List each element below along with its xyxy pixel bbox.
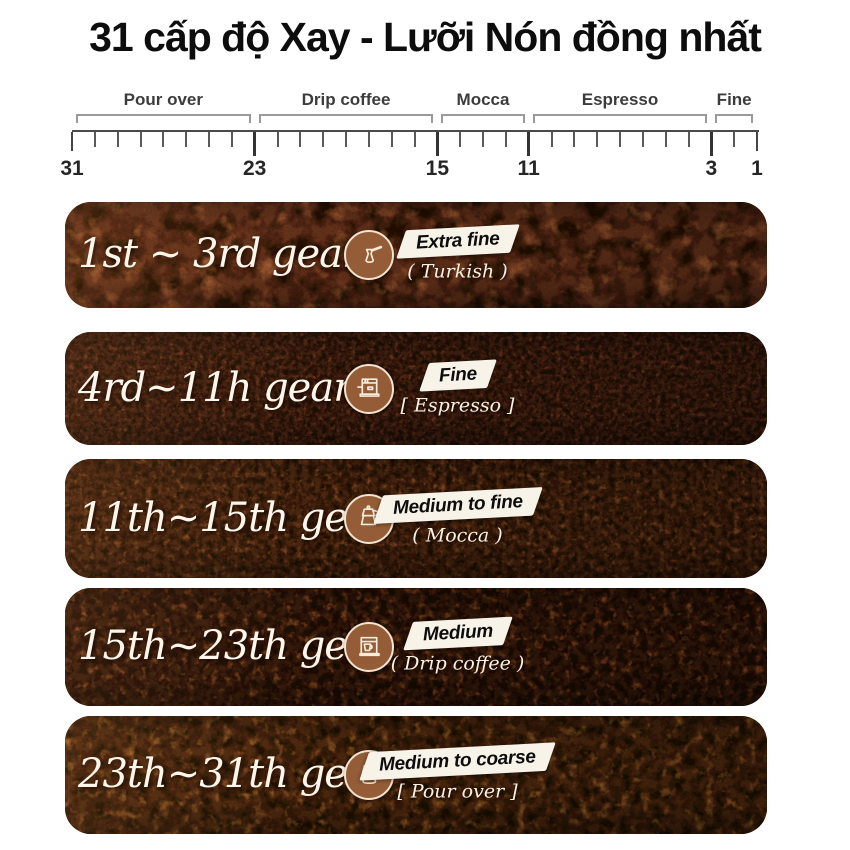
brew-method-label: ( Drip coffee ) (390, 652, 525, 675)
gear-range-label: 23th~31th gear (78, 751, 389, 798)
scale-number: 15 (425, 157, 450, 180)
scale-tick (139, 132, 142, 147)
segment-label: Drip coffee (301, 90, 391, 109)
brew-method-label: ( Turkish ) (407, 260, 508, 283)
scale-tick (230, 132, 233, 147)
scale-number: 23 (242, 157, 267, 180)
segment-bracket (715, 114, 753, 123)
scale-tick (482, 132, 484, 147)
scale-tick (619, 132, 621, 147)
scale-tick (367, 132, 370, 147)
gear-range-label: 15th~23th gear (78, 623, 389, 670)
scale-tick (390, 132, 393, 147)
scale-tick (435, 132, 439, 156)
scale-tick (253, 132, 257, 156)
grind-size-badge: Fine [ Espresso ] (365, 358, 550, 416)
scale-tick (596, 132, 599, 147)
scale-tick (527, 132, 531, 156)
brew-method-label: [ Pour over ] (397, 780, 518, 803)
segment-label: Espresso (581, 90, 659, 109)
scale-tick (664, 132, 667, 147)
scale-tick (504, 132, 507, 147)
scale-number: 3 (705, 157, 718, 180)
segment-bracket (258, 114, 434, 123)
scale-tick (733, 132, 736, 147)
grind-scale: Pour over Drip coffee Mocca Espresso Fine 31 2… (0, 0, 850, 190)
segment-label: Mocca (456, 90, 510, 109)
gear-range-label: 1st ~ 3rd gear (78, 231, 361, 278)
segment-bracket (441, 114, 525, 123)
grind-size-label: Fine (438, 363, 477, 386)
brew-method-label: [ Espresso ] (400, 394, 515, 416)
coffee-grounds-texture (65, 332, 767, 445)
grind-band: 4rd~11h gear Fine [ Espresso ] (65, 332, 767, 445)
scale-tick (276, 132, 279, 147)
scale-number: 31 (60, 157, 84, 180)
scale-tick (459, 132, 462, 147)
turkish-pot-icon (344, 230, 394, 280)
segment-bracket (76, 114, 251, 123)
scale-tick (641, 132, 644, 147)
grind-band: 23th~31th gear Medium to coarse [ Pour o… (65, 716, 767, 834)
brew-method-label: ( Mocca ) (412, 524, 503, 546)
grind-size-badge: Medium ( Drip coffee ) (365, 616, 550, 675)
grind-size-badge: Medium to coarse [ Pour over ] (359, 742, 556, 803)
segment-label: Fine (716, 90, 752, 109)
grind-band: 1st ~ 3rd gear Extra fine ( Turkish ) (65, 202, 767, 308)
segment-label: Pour over (123, 90, 204, 109)
grind-band: 15th~23th gear Medium ( Drip coffee ) (65, 588, 767, 706)
grind-size-label: Medium (421, 620, 493, 646)
scale-tick (185, 132, 188, 147)
page-title: 31 cấp độ Xay - Lưỡi Nón đồng nhất (89, 14, 762, 60)
espresso-machine-icon (344, 363, 394, 414)
ruler-line (72, 130, 759, 132)
scale-tick (162, 132, 165, 147)
scale-tick (116, 132, 119, 147)
scale-number: 1 (751, 157, 763, 180)
scale-tick (413, 132, 416, 147)
grind-band: 11th~15th gear Medium to fine ( Mocca ) (65, 459, 767, 578)
scale-tick (550, 132, 553, 147)
drip-coffee-machine-icon (344, 622, 394, 672)
segment-bracket (532, 114, 708, 123)
scale-tick (71, 132, 73, 151)
scale-tick (345, 132, 347, 147)
scale-tick (756, 132, 758, 151)
scale-tick (687, 132, 690, 147)
grind-size-badge: Extra fine ( Turkish ) (365, 224, 550, 283)
scale-tick (299, 132, 302, 147)
scale-number: 11 (517, 157, 540, 180)
gear-range-label: 11th~15th gear (78, 494, 389, 541)
scale-tick (573, 132, 576, 147)
scale-tick (208, 132, 210, 147)
gear-range-label: 4rd~11h gear (78, 364, 352, 411)
grind-size-badge: Medium to fine ( Mocca ) (365, 486, 550, 546)
grind-size-label: Extra fine (415, 228, 500, 254)
scale-tick (93, 132, 96, 147)
scale-tick (322, 132, 325, 147)
scale-tick (709, 132, 713, 156)
